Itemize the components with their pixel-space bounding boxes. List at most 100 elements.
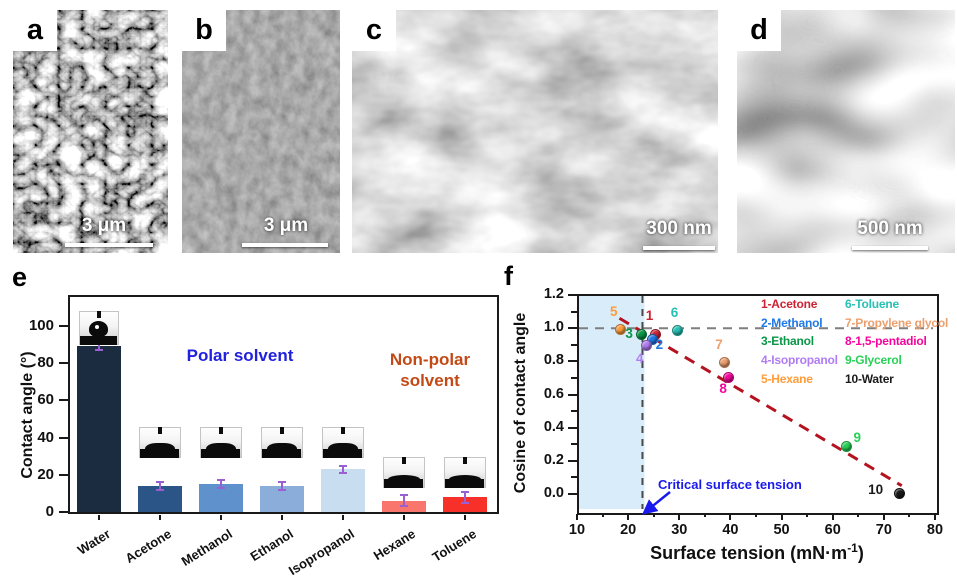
error-bar-cap (216, 486, 225, 489)
droplet-shape-film (448, 475, 481, 480)
micrograph-panel-d: d 500 nm (737, 10, 955, 253)
f-y-tick (568, 360, 577, 363)
panel-label-b: b (182, 10, 226, 51)
bar-chart-y-axis-title: Contact angle (°) (19, 351, 36, 479)
droplet-photo-acetone (138, 427, 181, 458)
droplet-shape-flat (144, 443, 175, 450)
droplet-substrate (139, 449, 180, 458)
non-polar-solvent-annotation: Non-polar solvent (389, 350, 471, 390)
f-x-tick-label: 40 (722, 522, 739, 538)
error-bar-methanol (219, 480, 222, 488)
legend-item-2-methanol: 2-Methanol (761, 315, 823, 330)
legend-item-1-acetone: 1-Acetone (761, 297, 818, 311)
error-bar-cap (338, 471, 347, 474)
droplet-photo-hexane (382, 457, 425, 488)
droplet-photo-methanol (199, 427, 242, 458)
droplet-needle (462, 457, 467, 464)
trend-dashed-line (618, 316, 903, 488)
data-point-water (893, 487, 905, 499)
e-y-tick-label: 20 (37, 465, 54, 483)
e-y-tick-label: 80 (37, 354, 54, 372)
f-y-tick-label: 0.6 (543, 385, 564, 402)
f-y-minor-tick (571, 343, 577, 346)
e-x-tick (402, 515, 405, 520)
f-x-tick (729, 514, 732, 520)
bar-chart-plot-area (68, 295, 499, 514)
f-x-tick-label: 70 (875, 522, 892, 538)
data-point-label-10: 10 (868, 482, 884, 498)
scale-bar-label-b: 3 μm (263, 215, 309, 236)
sem-image-closeup-texture (352, 10, 718, 253)
error-bar-cap (460, 501, 469, 504)
panel-label-e: e (12, 262, 28, 292)
f-y-tick-label: 0.4 (543, 418, 564, 435)
f-x-tick-label: 60 (824, 522, 841, 538)
error-bar-cap (277, 481, 286, 484)
e-y-tick-label: 0 (45, 503, 54, 520)
data-point-isopropanol (640, 340, 652, 352)
scatter-reference-overlay (579, 296, 933, 509)
droplet-needle (157, 427, 162, 434)
e-y-tick (59, 362, 68, 365)
f-y-tick (568, 426, 577, 429)
droplet-needle (279, 427, 284, 434)
data-point-ethanol (635, 328, 647, 340)
f-y-tick (568, 459, 577, 462)
f-y-minor-tick (571, 376, 577, 379)
f-x-tick-label: 10 (568, 522, 586, 538)
f-x-minor-tick (652, 514, 655, 517)
polar-solvent-annotation: Polar solvent (186, 346, 294, 365)
f-x-tick (831, 514, 834, 520)
panel-label-f: f (504, 261, 513, 291)
droplet-needle (96, 311, 101, 319)
data-point-label-1: 1 (645, 308, 654, 324)
e-y-tick (59, 399, 68, 402)
data-point-hexane (615, 323, 627, 335)
f-x-tick (576, 514, 578, 520)
error-bar-cap (399, 505, 408, 508)
panel-label-c: c (352, 10, 396, 51)
data-point-glycerol (841, 441, 852, 453)
error-bar-cap (94, 349, 103, 352)
data-point-methanol (647, 333, 659, 345)
x-axis-title-text: Surface tension (mN·m (650, 543, 848, 563)
error-bar-cap (460, 490, 469, 493)
e-y-tick (59, 511, 68, 513)
scatter-x-axis-title: Surface tension (mN·m-1) (577, 541, 937, 564)
f-x-tick (882, 514, 885, 520)
error-bar-cap (277, 488, 286, 491)
droplet-photo-toluene (443, 457, 486, 488)
error-bar-ethanol (280, 482, 283, 490)
e-x-tick (463, 515, 466, 520)
error-bar-cap (155, 488, 164, 491)
scale-bar-label-d: 500 nm (857, 218, 923, 239)
f-y-tick-label: 0.8 (543, 352, 564, 369)
f-x-minor-tick (755, 514, 757, 517)
error-bar-cap (399, 494, 408, 497)
legend-item-9-glycerol: 9-Glycerol (845, 353, 902, 368)
f-y-tick (568, 294, 577, 297)
micrograph-panel-c: c 300 nm (352, 10, 718, 253)
e-y-tick-label: 60 (37, 391, 54, 409)
f-x-tick (627, 514, 630, 520)
f-y-tick-label: 1.2 (543, 286, 564, 303)
scale-bar-line-b (242, 243, 328, 247)
data-point-label-7: 7 (715, 337, 723, 353)
legend-item-4-isopropanol: 4-Isopropanol (761, 353, 838, 368)
droplet-needle (218, 427, 223, 434)
f-x-minor-tick (806, 514, 809, 517)
f-y-tick (568, 393, 577, 396)
f-x-minor-tick (703, 514, 706, 517)
error-bar-acetone (158, 482, 161, 490)
droplet-substrate (79, 336, 118, 346)
legend-item-7-propylene-glycol: 7-Propylene glycol (845, 315, 949, 330)
data-point-1-5-pentadiol (722, 371, 734, 383)
shaded-low-tension-region (579, 296, 645, 509)
f-y-minor-tick (571, 410, 577, 413)
droplet-photo-ethanol (260, 427, 303, 458)
e-y-tick-label: 40 (37, 428, 54, 446)
f-y-minor-tick (571, 310, 577, 313)
f-x-tick-label: 80 (926, 522, 944, 538)
micrograph-panel-b: b 3 μm (182, 10, 340, 253)
